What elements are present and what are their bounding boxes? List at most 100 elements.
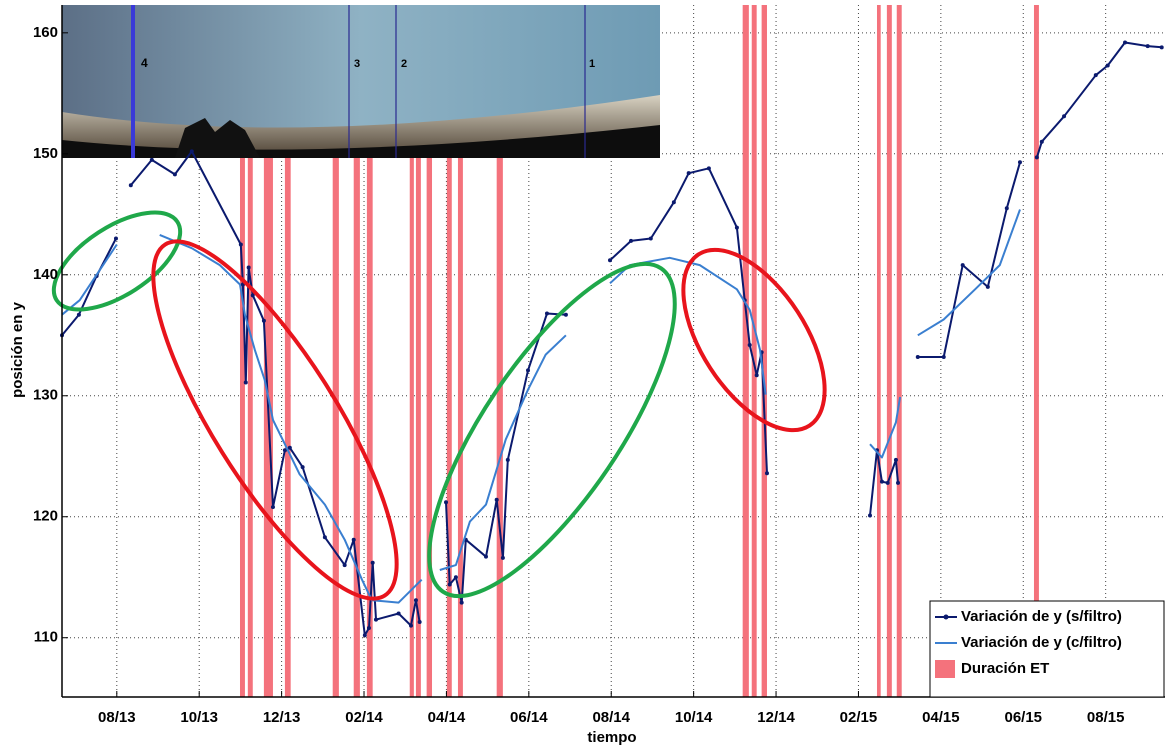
point [526, 368, 531, 373]
x-tick-label: 12/14 [757, 709, 795, 726]
transect-label: 3 [354, 58, 360, 70]
legend-label: Variación de y (s/filtro) [961, 608, 1122, 625]
point [342, 563, 347, 568]
event-span [876, 5, 881, 697]
transect-label: 2 [401, 58, 407, 70]
ellipse-red [151, 239, 399, 601]
event-span [496, 5, 503, 697]
legend-marker [943, 614, 949, 620]
point [648, 236, 653, 241]
x-tick-label: 06/14 [510, 709, 548, 726]
point [629, 238, 634, 243]
event-span [415, 5, 421, 697]
point [270, 505, 275, 510]
x-tick-label: 02/14 [345, 709, 383, 726]
point [734, 225, 739, 230]
event-span [761, 5, 767, 697]
point [1105, 63, 1110, 68]
event-span [426, 5, 433, 697]
y-tick-label: 110 [34, 629, 58, 646]
y-axis-label: posición en y [9, 301, 26, 398]
point [238, 242, 243, 247]
legend-label: Duración ET [961, 660, 1049, 677]
point [408, 623, 413, 628]
event-span [742, 5, 749, 697]
x-tick-label: 08/15 [1087, 709, 1125, 726]
x-tick-label: 08/13 [98, 709, 136, 726]
y-tick-label: 140 [33, 266, 58, 283]
point [149, 157, 154, 162]
y-tick-label: 160 [33, 24, 58, 41]
event-span [457, 5, 463, 697]
ellipse-green [51, 210, 183, 312]
x-axis-label: tiempo [587, 729, 636, 746]
point [879, 479, 884, 484]
point [261, 318, 266, 323]
x-tick-label: 10/13 [180, 709, 218, 726]
point [867, 513, 872, 518]
point [370, 560, 375, 565]
x-tick-label: 08/14 [592, 709, 630, 726]
point [747, 342, 752, 347]
point [351, 537, 356, 542]
point [893, 457, 898, 462]
point [754, 373, 759, 378]
point [1145, 44, 1150, 49]
event-span [263, 5, 273, 697]
point [447, 582, 452, 587]
point [1004, 206, 1009, 211]
point [76, 312, 81, 317]
point [885, 480, 890, 485]
point [500, 555, 505, 560]
x-tick-label: 12/13 [263, 709, 301, 726]
point [1034, 155, 1039, 160]
point [287, 445, 292, 450]
ellipse-red [681, 247, 827, 433]
point [1017, 160, 1022, 165]
point [282, 448, 287, 453]
point [1093, 73, 1098, 78]
point [544, 311, 549, 316]
photo-rocks [175, 118, 260, 158]
point [960, 263, 965, 268]
legend-swatch [935, 660, 955, 678]
point [563, 312, 568, 317]
x-tick-label: 02/15 [840, 709, 878, 726]
point [483, 554, 488, 559]
x-tick-label: 10/14 [675, 709, 713, 726]
transect-label: 4 [141, 56, 148, 70]
point [915, 355, 920, 360]
point [505, 457, 510, 462]
event-span [446, 5, 452, 697]
event-span [409, 5, 414, 697]
legend: Variación de y (s/filtro) Variación de y … [929, 600, 1165, 698]
x-tick-label: 04/15 [922, 709, 960, 726]
event-span [1033, 5, 1039, 697]
point [1039, 139, 1044, 144]
point [417, 619, 422, 624]
point [896, 480, 901, 485]
event-span [886, 5, 892, 697]
point [607, 258, 612, 263]
point [764, 471, 769, 476]
point [322, 535, 327, 540]
point [396, 611, 401, 616]
point [300, 465, 305, 470]
point [113, 236, 118, 241]
point [250, 293, 255, 298]
point [706, 166, 711, 171]
point [172, 172, 177, 177]
point [985, 284, 990, 289]
event-span [332, 5, 339, 697]
highlight-ellipses [51, 210, 827, 601]
point [373, 617, 378, 622]
event-spans [239, 5, 1039, 697]
axes: 110 120 130 140 150 160 08/13 10/13 12/13 02/14 04… [33, 5, 1165, 726]
point [444, 500, 449, 505]
point [243, 380, 248, 385]
event-span [353, 5, 360, 697]
x-tick-label: 06/15 [1004, 709, 1042, 726]
event-span [284, 5, 291, 697]
point [128, 183, 133, 188]
